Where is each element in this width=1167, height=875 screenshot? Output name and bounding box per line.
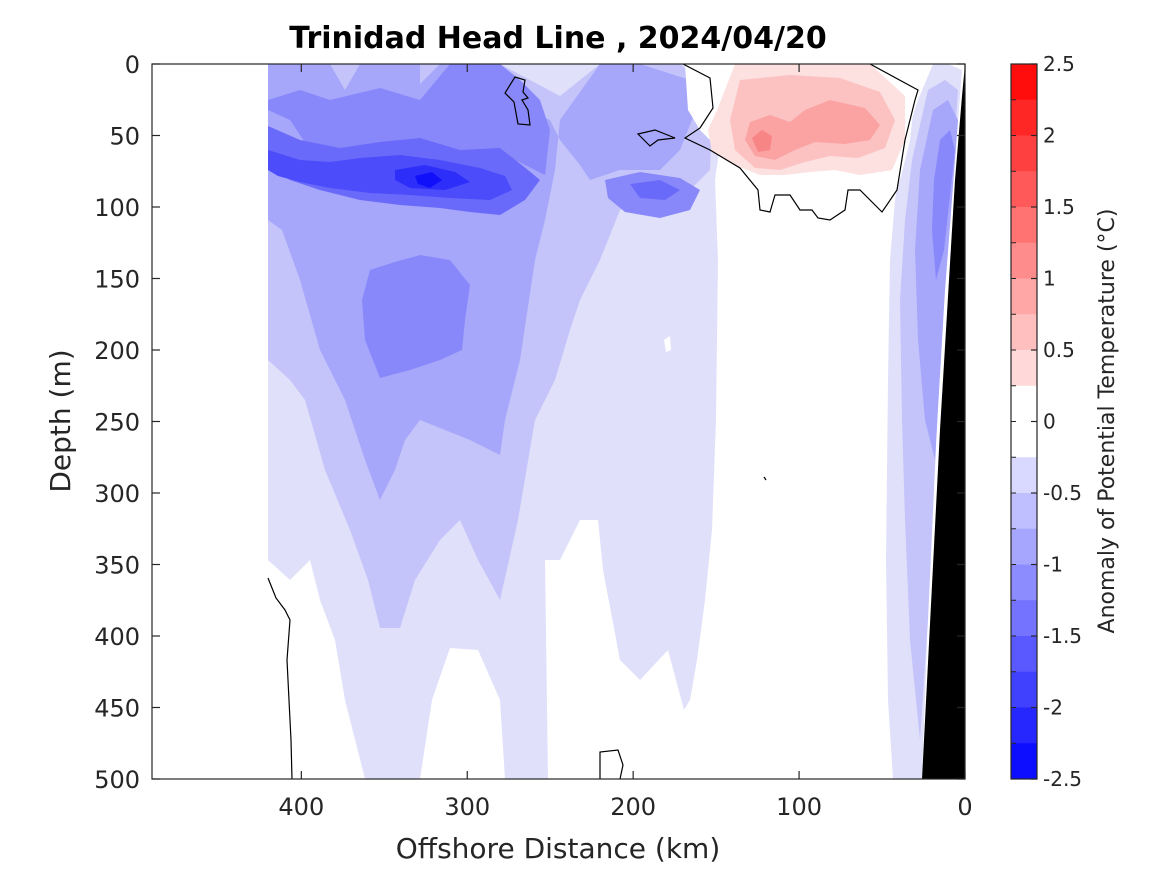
anomaly-eddy-minus-1-25 <box>630 180 680 200</box>
y-tick-label: 300 <box>94 480 140 508</box>
y-tick-label: 500 <box>94 766 140 794</box>
x-axis-ticks: 400 300 200 100 0 <box>278 64 973 821</box>
colorbar-tick-label: 2 <box>1043 124 1056 148</box>
colorbar: 2.5 2 1.5 1 0.5 0 -0.5 -1 -1.5 -2 -2.5 <box>1010 52 1082 791</box>
bathymetry-seafloor <box>922 64 965 779</box>
zero-contour-loop <box>504 76 531 126</box>
colorbar-segment <box>1011 457 1037 494</box>
y-tick-label: 250 <box>94 409 140 437</box>
colorbar-segment <box>1011 99 1037 136</box>
x-tick-label: 0 <box>957 793 972 821</box>
colorbar-segment <box>1011 278 1037 315</box>
colorbar-segment <box>1011 385 1037 422</box>
y-tick-label: 100 <box>94 194 140 222</box>
colorbar-segment <box>1011 493 1037 530</box>
zero-contour-deep-offshore <box>267 577 293 779</box>
colorbar-segment <box>1011 171 1037 208</box>
y-axis-ticks: 0 50 100 150 200 250 300 350 400 450 500 <box>94 51 965 794</box>
x-tick-label: 100 <box>776 793 822 821</box>
x-tick-label: 300 <box>444 793 490 821</box>
anomaly-core-plus-1 <box>752 130 772 152</box>
colorbar-tick-label: 1 <box>1043 267 1056 291</box>
x-tick-label: 400 <box>278 793 324 821</box>
zero-contours <box>267 64 919 779</box>
chart-title: Trinidad Head Line , 2024/04/20 <box>289 21 826 56</box>
colorbar-segment <box>1011 135 1037 172</box>
y-tick-label: 450 <box>94 695 140 723</box>
colorbar-segment <box>1011 207 1037 244</box>
colorbar-tick-label: -2.5 <box>1043 767 1082 791</box>
y-tick-label: 150 <box>94 266 140 294</box>
anomaly-patch-zero-small <box>664 336 671 352</box>
colorbar-tick-label: -2 <box>1043 696 1063 720</box>
colorbar-segment <box>1011 528 1037 565</box>
y-tick-label: 400 <box>94 623 140 651</box>
y-tick-label: 50 <box>109 123 140 151</box>
contour-fills <box>268 64 962 779</box>
plot-area: 400 300 200 100 0 0 50 100 150 200 250 300 350 400 45… <box>94 51 972 821</box>
y-axis-label: Depth (m) <box>44 349 77 492</box>
colorbar-segment <box>1011 707 1037 744</box>
anomaly-core-minus-2 <box>415 172 442 188</box>
colorbar-tick-label: 1.5 <box>1043 195 1075 219</box>
anomaly-band-plus-0-75 <box>745 100 880 160</box>
anomaly-pool-minus-1 <box>362 255 470 378</box>
y-tick-label: 0 <box>125 51 140 79</box>
colorbar-segment <box>1011 314 1037 351</box>
y-tick-label: 350 <box>94 552 140 580</box>
colorbar-segment <box>1011 600 1037 637</box>
y-tick-label: 200 <box>94 337 140 365</box>
anomaly-patch-zero-deep <box>730 598 780 656</box>
colorbar-tick-label: 2.5 <box>1043 52 1075 76</box>
x-axis-label: Offshore Distance (km) <box>396 832 721 865</box>
colorbar-segment <box>1011 242 1037 279</box>
anomaly-band-slope-minus-1 <box>932 130 955 280</box>
zero-contour-bottom-loop <box>599 749 624 779</box>
colorbar-segment <box>1011 743 1037 780</box>
colorbar-tick-label: 0.5 <box>1043 338 1075 362</box>
colorbar-segment <box>1011 671 1037 708</box>
zero-contour-sliver <box>636 129 676 147</box>
colorbar-label: Anomaly of Potential Temperature (°C) <box>1095 209 1120 634</box>
colorbar-segment <box>1011 636 1037 673</box>
anomaly-band-minus-1 <box>268 64 550 175</box>
zero-contour-dot <box>763 476 767 481</box>
colorbar-segment <box>1011 64 1037 101</box>
colorbar-segment <box>1011 350 1037 387</box>
x-tick-label: 200 <box>610 793 656 821</box>
colorbar-tick-label: 0 <box>1043 410 1056 434</box>
zero-contour-shelf <box>682 64 919 221</box>
colorbar-tick-label: -0.5 <box>1043 481 1082 505</box>
colorbar-tick-label: -1.5 <box>1043 624 1082 648</box>
colorbar-tick-label: -1 <box>1043 553 1063 577</box>
colorbar-segment <box>1011 421 1037 458</box>
colorbar-segment <box>1011 564 1037 601</box>
